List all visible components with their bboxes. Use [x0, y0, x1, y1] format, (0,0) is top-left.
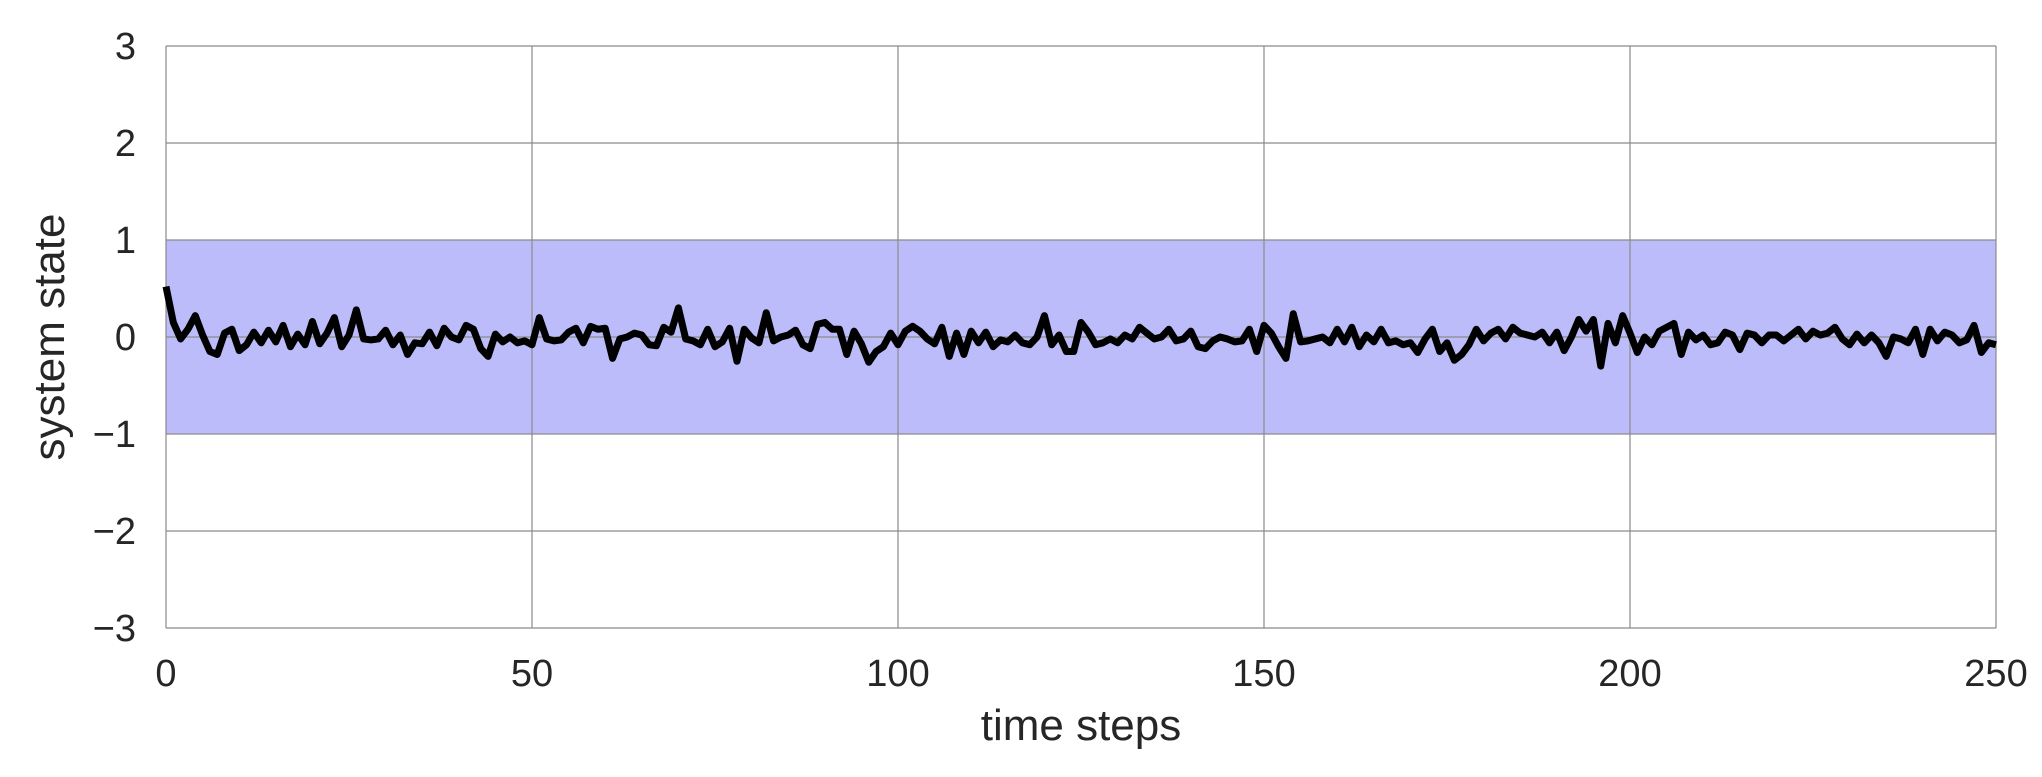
x-tick-label: 150: [1232, 653, 1295, 695]
x-tick-label: 200: [1598, 653, 1661, 695]
y-axis-label: system state: [25, 214, 74, 461]
x-tick-label: 0: [155, 653, 176, 695]
y-tick-label: 2: [115, 123, 136, 165]
y-tick-label: 0: [115, 317, 136, 359]
x-tick-label: 100: [866, 653, 929, 695]
y-tick-label: −2: [93, 511, 136, 553]
x-tick-labels: 0 50 100 150 200 250: [155, 653, 2027, 695]
x-tick-label: 50: [511, 653, 553, 695]
y-tick-label: 1: [115, 220, 136, 262]
y-tick-labels: 3 2 1 0 −1 −2 −3: [93, 26, 136, 650]
y-tick-label: 3: [115, 26, 136, 68]
y-tick-label: −3: [93, 608, 136, 650]
series-layer: [162, 285, 1997, 370]
x-axis-label: time steps: [981, 701, 1182, 750]
y-tick-label: −1: [93, 414, 136, 456]
x-tick-label: 250: [1964, 653, 2027, 695]
series-line: [162, 285, 1997, 370]
